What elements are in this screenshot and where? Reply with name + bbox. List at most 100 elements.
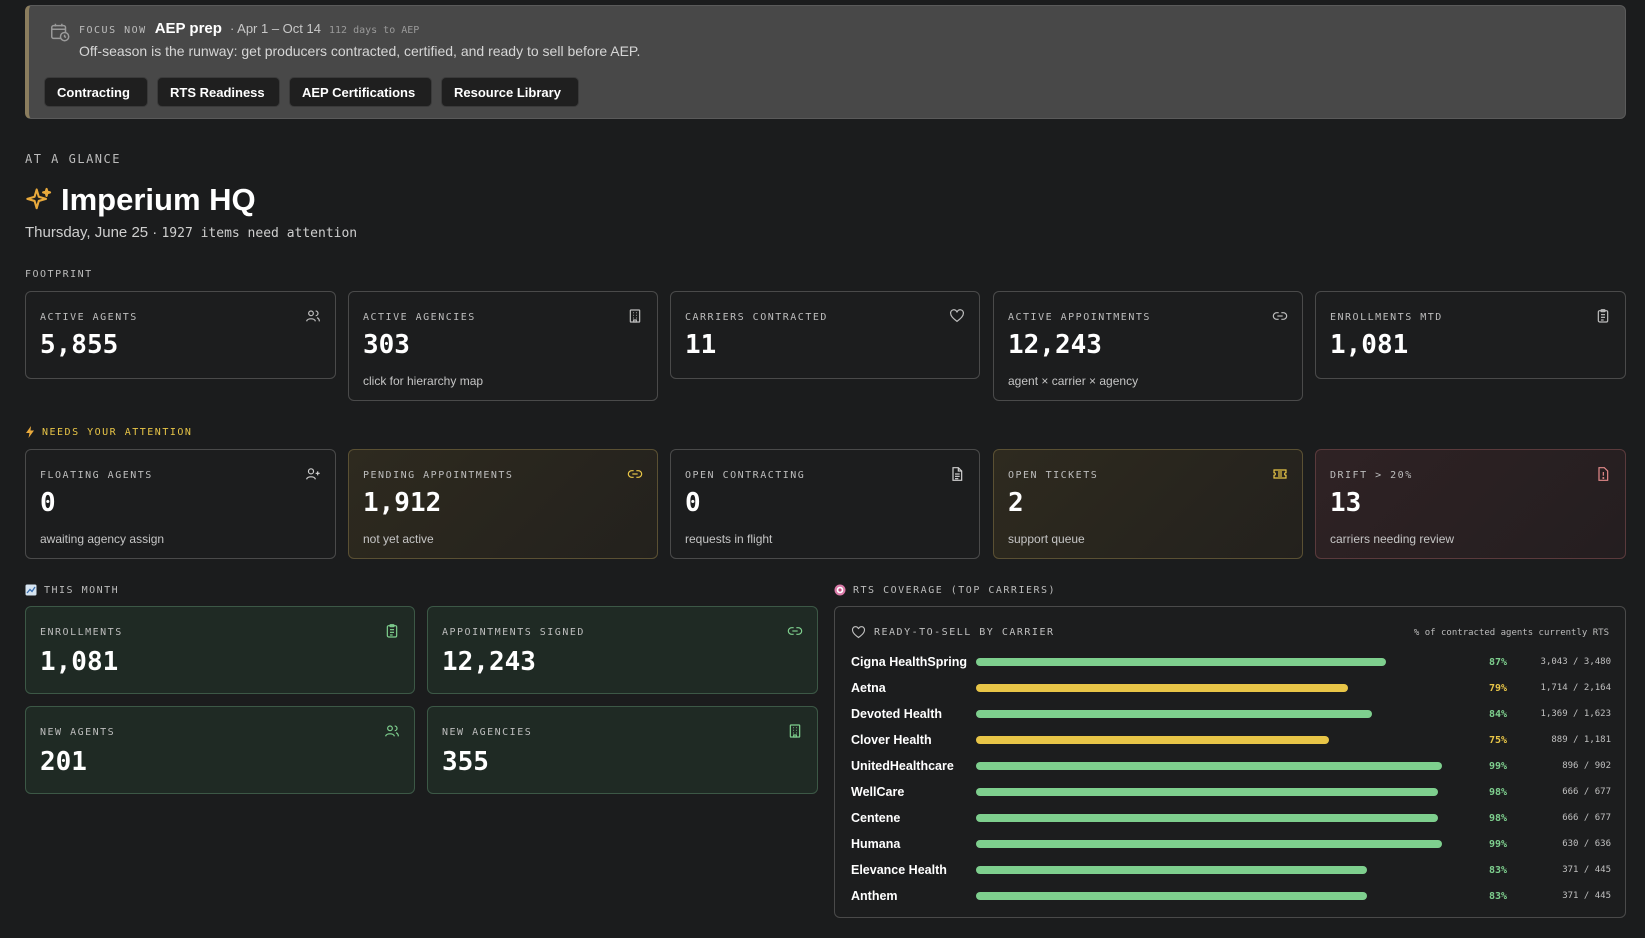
- rts-coverage-panel: READY-TO-SELL BY CARRIER % of contracted…: [834, 606, 1626, 918]
- rts-row[interactable]: Cigna HealthSpring 87% 3,043 / 3,480: [851, 652, 1611, 672]
- rts-bar-track: [976, 840, 1447, 848]
- new-agencies-card[interactable]: NEW AGENCIES 355: [427, 706, 818, 794]
- carrier-name: Anthem: [851, 889, 898, 903]
- rts-bar-track: [976, 736, 1447, 744]
- carrier-name: Humana: [851, 837, 901, 851]
- target-icon: [834, 584, 846, 596]
- floating-agents-card[interactable]: FLOATING AGENTS 0 awaiting agency assign: [25, 449, 336, 559]
- rts-bar: [976, 866, 1367, 874]
- carrier-name: Cigna HealthSpring: [851, 655, 967, 669]
- focus-title: AEP prep: [154, 20, 222, 37]
- card-label: ACTIVE AGENCIES: [363, 312, 476, 323]
- pending-appointments-card[interactable]: PENDING APPOINTMENTS 1,912 not yet activ…: [348, 449, 658, 559]
- enrollments-mtd-card[interactable]: ENROLLMENTS MTD 1,081: [1315, 291, 1626, 379]
- rts-label-row: RTS COVERAGE (TOP CARRIERS): [834, 584, 1056, 596]
- new-agents-card[interactable]: NEW AGENTS 201: [25, 706, 415, 794]
- card-value: 0: [685, 488, 701, 518]
- card-sub: carriers needing review: [1330, 532, 1455, 546]
- card-label: APPOINTMENTS SIGNED: [442, 627, 585, 638]
- rts-bar-track: [976, 866, 1447, 874]
- carrier-name: Clover Health: [851, 733, 932, 747]
- rts-percent: 87%: [1488, 656, 1507, 668]
- rts-row[interactable]: Centene 98% 666 / 677: [851, 808, 1611, 828]
- rts-count: 630 / 636: [1562, 839, 1611, 849]
- month-label-row: THIS MONTH: [25, 584, 119, 596]
- card-label: PENDING APPOINTMENTS: [363, 470, 514, 481]
- card-label: NEW AGENCIES: [442, 727, 533, 738]
- rts-bar-track: [976, 762, 1447, 770]
- card-value: 11: [685, 330, 717, 360]
- ticket-icon: [1273, 469, 1287, 479]
- rts-bar-track: [976, 710, 1447, 718]
- page-subtitle: Thursday, June 25 · 1927 items need atte…: [25, 224, 357, 241]
- rts-row[interactable]: WellCare 98% 666 / 677: [851, 782, 1611, 802]
- attention-count: 1927 items need attention: [161, 226, 358, 241]
- rts-percent: 83%: [1488, 890, 1507, 902]
- rts-row[interactable]: Aetna 79% 1,714 / 2,164: [851, 678, 1611, 698]
- rts-panel-title: READY-TO-SELL BY CARRIER: [874, 627, 1055, 638]
- card-value: 303: [363, 330, 410, 360]
- rts-percent: 83%: [1488, 864, 1507, 876]
- month-enrollments-card[interactable]: ENROLLMENTS 1,081: [25, 606, 415, 694]
- rts-count: 1,714 / 2,164: [1540, 683, 1611, 693]
- active-agents-card[interactable]: ACTIVE AGENTS 5,855: [25, 291, 336, 379]
- clipboard-icon: [1597, 309, 1609, 323]
- rts-row[interactable]: UnitedHealthcare 99% 896 / 902: [851, 756, 1611, 776]
- card-sub: support queue: [1008, 532, 1085, 546]
- rts-count: 3,043 / 3,480: [1540, 657, 1611, 667]
- rts-row[interactable]: Anthem 83% 371 / 445: [851, 886, 1611, 906]
- clipboard-icon: [386, 624, 398, 638]
- page-title-row: Imperium HQ: [25, 182, 256, 218]
- rts-bar-track: [976, 788, 1447, 796]
- open-contracting-card[interactable]: OPEN CONTRACTING 0 requests in flight: [670, 449, 980, 559]
- card-value: 2: [1008, 488, 1024, 518]
- drift-card[interactable]: DRIFT > 20% 13 carriers needing review: [1315, 449, 1626, 559]
- card-sub: awaiting agency assign: [40, 532, 165, 546]
- carrier-name: Elevance Health: [851, 863, 947, 877]
- lightning-icon: [26, 426, 34, 438]
- attention-label: NEEDS YOUR ATTENTION: [42, 426, 193, 438]
- document-icon: [952, 467, 963, 481]
- rts-readiness-button[interactable]: RTS Readiness: [157, 77, 280, 107]
- active-appointments-card[interactable]: ACTIVE APPOINTMENTS 12,243 agent × carri…: [993, 291, 1303, 401]
- open-tickets-card[interactable]: OPEN TICKETS 2 support queue: [993, 449, 1303, 559]
- rts-row[interactable]: Devoted Health 84% 1,369 / 1,623: [851, 704, 1611, 724]
- month-label: THIS MONTH: [44, 584, 120, 596]
- rts-row[interactable]: Humana 99% 630 / 636: [851, 834, 1611, 854]
- rts-panel-header: READY-TO-SELL BY CARRIER % of contracted…: [851, 625, 1609, 640]
- contracting-button[interactable]: Contracting: [44, 77, 148, 107]
- rts-count: 371 / 445: [1562, 891, 1611, 901]
- rts-bar: [976, 658, 1386, 666]
- carriers-contracted-card[interactable]: CARRIERS CONTRACTED 11: [670, 291, 980, 379]
- rts-bar: [976, 762, 1443, 770]
- active-agencies-card[interactable]: ACTIVE AGENCIES 303 click for hierarchy …: [348, 291, 658, 401]
- card-label: OPEN CONTRACTING: [685, 470, 806, 481]
- rts-percent: 79%: [1488, 682, 1507, 694]
- focus-buttons: Contracting RTS Readiness AEP Certificat…: [44, 77, 579, 107]
- rts-percent: 99%: [1488, 760, 1507, 772]
- card-sub[interactable]: click for hierarchy map: [363, 374, 484, 388]
- rts-bar-track: [976, 658, 1447, 666]
- rts-bar-track: [976, 814, 1447, 822]
- users-icon: [385, 725, 399, 737]
- resource-library-button[interactable]: Resource Library: [441, 77, 579, 107]
- card-sub: agent × carrier × agency: [1008, 374, 1139, 388]
- rts-percent: 98%: [1488, 812, 1507, 824]
- rts-row[interactable]: Elevance Health 83% 371 / 445: [851, 860, 1611, 880]
- carrier-name: Centene: [851, 811, 901, 825]
- attention-label-row: NEEDS YOUR ATTENTION: [25, 426, 192, 438]
- rts-bar: [976, 684, 1349, 692]
- focus-banner: FOCUS NOW AEP prep · Apr 1 – Oct 14 112 …: [25, 5, 1626, 119]
- rts-row[interactable]: Clover Health 75% 889 / 1,181: [851, 730, 1611, 750]
- rts-count: 896 / 902: [1562, 761, 1611, 771]
- link-icon: [787, 627, 803, 635]
- card-label: ACTIVE AGENTS: [40, 312, 138, 323]
- rts-count: 1,369 / 1,623: [1540, 709, 1611, 719]
- rts-panel-note: % of contracted agents currently RTS: [1413, 627, 1609, 638]
- card-label: ENROLLMENTS: [40, 627, 123, 638]
- aep-certifications-button[interactable]: AEP Certifications: [289, 77, 432, 107]
- rts-percent: 84%: [1488, 708, 1507, 720]
- card-value: 0: [40, 488, 56, 518]
- card-label: FLOATING AGENTS: [40, 470, 153, 481]
- appointments-signed-card[interactable]: APPOINTMENTS SIGNED 12,243: [427, 606, 818, 694]
